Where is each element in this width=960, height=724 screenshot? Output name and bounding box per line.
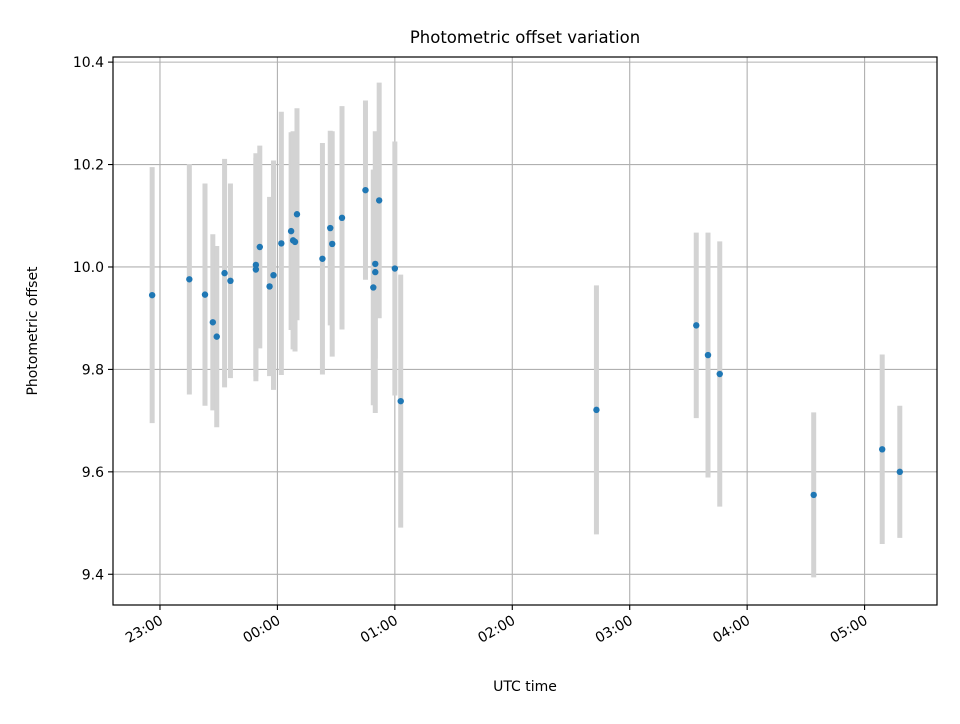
data-point xyxy=(593,406,600,414)
grid-layer xyxy=(113,57,937,605)
point-layer xyxy=(148,186,904,499)
data-point xyxy=(370,284,377,291)
data-point xyxy=(287,227,295,235)
y-tick-label: 9.6 xyxy=(82,465,104,481)
data-point xyxy=(362,186,369,194)
data-point xyxy=(372,268,379,276)
data-point xyxy=(329,240,336,248)
data-point xyxy=(391,265,399,272)
data-point xyxy=(716,370,723,378)
y-tick-label: 10.0 xyxy=(73,260,104,276)
data-point xyxy=(397,397,404,405)
data-point xyxy=(252,266,260,273)
data-point xyxy=(209,319,217,326)
data-point xyxy=(878,446,886,453)
data-point xyxy=(704,351,712,359)
data-point xyxy=(810,491,817,499)
y-tick-label: 10.2 xyxy=(73,158,104,174)
data-point xyxy=(213,333,220,340)
data-point xyxy=(221,269,228,277)
data-point xyxy=(256,243,263,251)
plot-frame xyxy=(112,56,938,606)
data-point xyxy=(148,291,156,299)
y-tick-label: 10.4 xyxy=(73,55,104,71)
data-point xyxy=(227,277,234,285)
data-point xyxy=(293,211,301,218)
data-point xyxy=(319,255,326,262)
x-axis-label: UTC time xyxy=(493,679,557,695)
data-point xyxy=(372,260,379,268)
data-point xyxy=(201,291,209,298)
data-point xyxy=(252,261,260,269)
data-point xyxy=(291,238,299,246)
y-tick-label: 9.8 xyxy=(82,362,104,378)
chart-title: Photometric offset variation xyxy=(410,28,640,47)
data-point xyxy=(270,271,277,279)
y-tick-label: 9.4 xyxy=(82,567,104,583)
data-point xyxy=(375,197,383,204)
data-point xyxy=(327,224,334,232)
data-point xyxy=(278,240,285,247)
data-point xyxy=(186,276,193,283)
data-point xyxy=(266,283,273,290)
data-point xyxy=(338,214,346,222)
data-point xyxy=(896,468,904,476)
y-axis-label: Photometric offset xyxy=(25,266,41,396)
data-point xyxy=(693,322,700,329)
